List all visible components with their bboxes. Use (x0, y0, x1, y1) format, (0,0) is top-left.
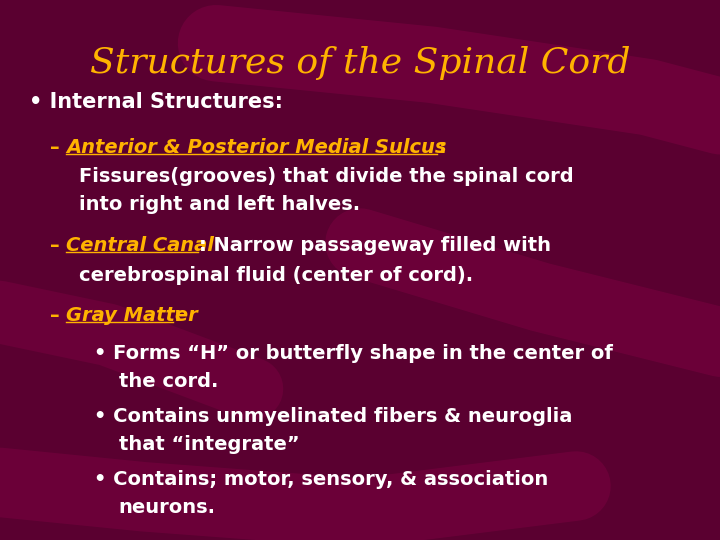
Text: Central Canal: Central Canal (66, 236, 214, 255)
Text: :: : (438, 138, 446, 157)
Text: Structures of the Spinal Cord: Structures of the Spinal Cord (90, 46, 630, 80)
Text: • Contains; motor, sensory, & association: • Contains; motor, sensory, & associatio… (94, 470, 548, 489)
Text: the cord.: the cord. (119, 372, 218, 391)
Text: –: – (50, 236, 67, 255)
Text: cerebrospinal fluid (center of cord).: cerebrospinal fluid (center of cord). (79, 266, 473, 285)
Text: :: : (174, 306, 182, 325)
Text: • Forms “H” or butterfly shape in the center of: • Forms “H” or butterfly shape in the ce… (94, 344, 613, 363)
Text: • Internal Structures:: • Internal Structures: (29, 92, 283, 112)
Text: neurons.: neurons. (119, 498, 216, 517)
Text: Gray Matter: Gray Matter (66, 306, 198, 325)
Text: : Narrow passageway filled with: : Narrow passageway filled with (199, 236, 552, 255)
Text: –: – (50, 306, 67, 325)
Text: that “integrate”: that “integrate” (119, 435, 300, 454)
Text: • Contains unmyelinated fibers & neuroglia: • Contains unmyelinated fibers & neurogl… (94, 407, 572, 426)
Text: into right and left halves.: into right and left halves. (79, 195, 360, 214)
Text: Anterior & Posterior Medial Sulcus: Anterior & Posterior Medial Sulcus (66, 138, 446, 157)
Text: Fissures(grooves) that divide the spinal cord: Fissures(grooves) that divide the spinal… (79, 167, 574, 186)
Text: –: – (50, 138, 67, 157)
